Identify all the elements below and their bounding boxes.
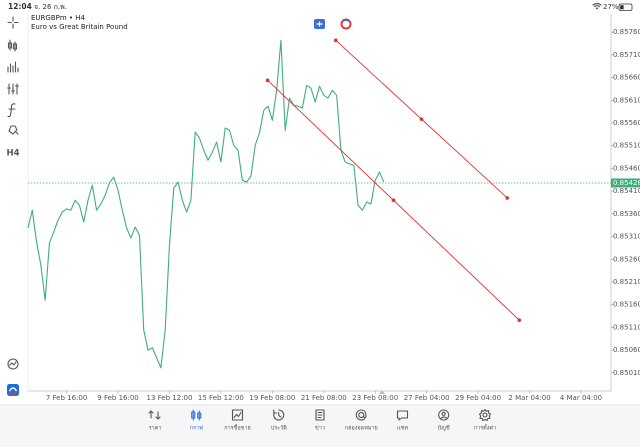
trendline-anchor	[517, 318, 522, 322]
price-line	[27, 39, 385, 369]
nav-label[interactable]: แชท	[397, 425, 408, 432]
y-tick-label: 0.85510	[613, 142, 640, 150]
zoom-tool-line	[9, 361, 17, 366]
chart-description: Euro vs Great Britain Pound	[31, 23, 128, 31]
nav-icon[interactable]	[396, 410, 409, 421]
y-tick-label: 0.85160	[613, 301, 640, 309]
x-tick-label: 29 Feb 04:00	[455, 394, 501, 402]
nav-label[interactable]: ราคา	[149, 426, 162, 432]
y-tick-label: 0.85460	[613, 164, 640, 172]
x-tick-label: 15 Feb 12:00	[198, 394, 244, 402]
y-tick-label: 0.85760	[613, 28, 640, 36]
status-date: จ. 26 ก.พ.	[34, 3, 67, 11]
y-tick-label: 0.85310	[613, 233, 640, 241]
nav-label[interactable]: กราฟ	[190, 425, 203, 432]
app-icon-arc	[8, 391, 18, 395]
nav-label[interactable]: กล่องจดหมาย	[345, 426, 378, 432]
crosshair-tool[interactable]	[7, 16, 19, 29]
signal-icon[interactable]	[340, 18, 352, 30]
nav-icon[interactable]	[355, 409, 367, 421]
left-toolbar: H4	[6, 16, 20, 396]
scroll-marker	[379, 390, 385, 394]
trendline-anchor	[505, 196, 510, 200]
y-tick-label: 0.85260	[613, 255, 640, 263]
y-tick-label: 0.85560	[613, 119, 640, 127]
nav-label[interactable]: การซื้อขาย	[224, 424, 250, 432]
nav-icon[interactable]	[478, 408, 492, 422]
x-tick-label: 2 Mar 04:00	[508, 394, 550, 402]
timeframe-button[interactable]: H4	[6, 149, 19, 159]
function-tool[interactable]	[7, 103, 16, 118]
plot-area: 0.85760 0.85710 0.85660 0.85610 0.85560 0.855…	[27, 14, 640, 402]
nav-label[interactable]: ประวัติ	[271, 425, 287, 432]
x-tick-label: 27 Feb 04:00	[404, 394, 450, 402]
x-tick-label: 13 Feb 12:00	[146, 394, 192, 402]
trade-panel-plus	[316, 21, 323, 27]
trendline-midpoint	[419, 117, 424, 121]
x-tick-label: 23 Feb 08:00	[352, 394, 398, 402]
y-tick-label: 0.85360	[613, 210, 640, 218]
status-battery: 27%	[603, 3, 619, 11]
y-tick-label: 0.85210	[613, 278, 640, 286]
y-tick-label: 0.85060	[613, 346, 640, 354]
y-tick-label: 0.85010	[613, 369, 640, 377]
x-tick-label: 4 Mar 04:00	[560, 394, 602, 402]
x-tick-label: 7 Feb 16:00	[46, 394, 87, 402]
x-tick-label: 19 Feb 08:00	[249, 394, 295, 402]
wifi-icon	[592, 2, 602, 10]
current-price-box	[611, 178, 640, 188]
x-tick-label: 9 Feb 16:00	[97, 394, 138, 402]
nav-icon[interactable]	[315, 409, 325, 421]
y-tick-label: 0.85110	[613, 323, 640, 331]
nav-icon[interactable]	[231, 409, 244, 421]
chart-symbol: EURGBPm • H4	[31, 14, 86, 22]
indicator-tool[interactable]	[7, 61, 19, 73]
nav-items: ราคา กราฟ การซื้อขาย ประวัติ ข่าว กล่องจดหมาย…	[148, 408, 496, 432]
y-tick-label: 0.85410	[613, 187, 640, 195]
chart-type-tool[interactable]	[7, 39, 18, 52]
trendline-anchor	[333, 38, 338, 43]
nav-label[interactable]: บัญชี	[438, 425, 450, 432]
nav-icon[interactable]	[148, 410, 161, 420]
zoom-tool[interactable]	[7, 358, 19, 370]
battery-level	[620, 5, 624, 10]
objects-tool[interactable]	[8, 125, 19, 135]
nav-label[interactable]: ข่าว	[315, 426, 325, 432]
x-tick-label: 21 Feb 08:00	[301, 394, 347, 402]
y-tick-label: 0.85660	[613, 74, 640, 82]
nav-icon[interactable]	[191, 409, 202, 421]
y-tick-label: 0.85610	[613, 96, 640, 104]
nav-label[interactable]: การตั้งค่า	[474, 424, 496, 432]
app-icon-arc	[8, 387, 18, 392]
trendline-midpoint	[391, 198, 396, 203]
signal-icon-arc	[342, 18, 350, 22]
status-time: 12:04	[8, 2, 32, 11]
trendline-anchor	[265, 78, 270, 83]
current-price-label: 0.85428	[613, 179, 640, 187]
nav-icon[interactable]	[273, 409, 285, 421]
y-tick-label: 0.85710	[613, 51, 640, 59]
battery-icon	[618, 3, 633, 11]
status-bar	[0, 0, 640, 13]
nav-icon[interactable]	[438, 409, 450, 421]
settings-tool[interactable]	[6, 83, 20, 95]
